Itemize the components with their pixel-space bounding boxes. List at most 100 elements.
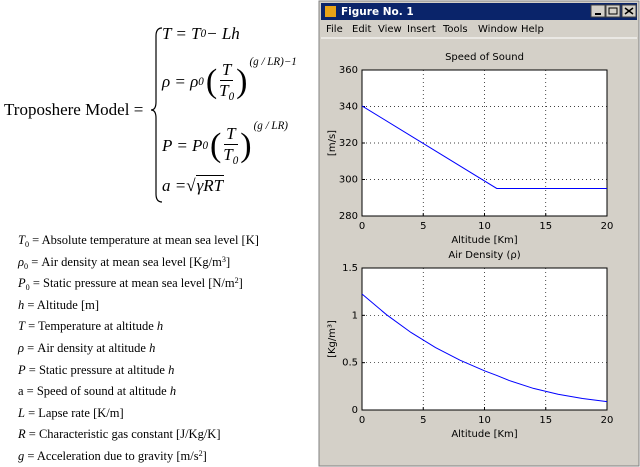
text-run: = Altitude [m]: [24, 297, 99, 312]
minimize-button[interactable]: [590, 4, 606, 18]
equation: a = √ γRT: [162, 175, 225, 196]
italic-run: h: [169, 384, 177, 399]
x-tick-label: 20: [601, 415, 614, 426]
title-bar: [321, 3, 637, 20]
subscript: 0: [228, 90, 235, 103]
menu-item[interactable]: Insert: [407, 24, 436, 35]
numerator: T: [224, 124, 238, 145]
x-axis-label: Altitude [Km]: [451, 235, 517, 246]
text-run: T: [221, 60, 232, 79]
subscript: 0: [24, 239, 30, 249]
menu-item[interactable]: Help: [521, 24, 544, 35]
text-run: = Characteristic gas constant [J/Kg/K]: [25, 427, 221, 442]
superscript: 2: [234, 276, 239, 286]
italic-run: T: [18, 319, 25, 334]
y-tick-label: 360: [339, 65, 358, 76]
data-line: [361, 105, 607, 189]
text-run: T: [223, 144, 233, 164]
y-tick-label: 280: [339, 211, 358, 222]
chart-title: Speed of Sound: [445, 52, 524, 63]
text-run: T: [226, 124, 236, 143]
italic-run: ρ: [18, 254, 24, 269]
x-tick-label: 5: [420, 415, 426, 426]
superscript: (g / LR): [253, 120, 288, 132]
brace-path: [150, 27, 163, 203]
text-run: = Air density at altitude: [24, 341, 150, 355]
subscript: 0: [25, 283, 30, 293]
x-tick-label: 5: [420, 221, 426, 232]
x-tick-label: 15: [539, 415, 552, 426]
denominator: T0: [221, 145, 240, 168]
definition: L = Lapse rate [K/m]: [18, 406, 124, 421]
menu-item[interactable]: View: [378, 24, 402, 35]
y-tick-label: 0: [352, 405, 358, 416]
fraction-box: T T0: [217, 60, 236, 103]
superscript: 2: [198, 449, 203, 458]
menu-item[interactable]: File: [326, 24, 343, 35]
text-run: = Acceleration due to gravity [m/s: [24, 449, 199, 464]
italic-run: h: [18, 297, 25, 312]
fraction-box: T T0: [221, 124, 240, 167]
maximize-button[interactable]: [605, 4, 621, 18]
definition: R = Characteristic gas constant [J/Kg/K]: [18, 427, 220, 442]
x-tick-label: 10: [478, 415, 491, 426]
paren: ): [236, 62, 248, 100]
italic-run: ρ: [18, 341, 24, 355]
superscript: 3: [221, 254, 226, 264]
italic-run: P: [18, 362, 26, 377]
denominator: T0: [217, 81, 236, 104]
text-run: P = P: [162, 135, 203, 155]
equation: ρ = ρ 0(T T0) (g / LR)−1: [162, 56, 297, 103]
y-axis-label: [Kg/m³]: [327, 320, 338, 358]
definition: h = Altitude [m]: [18, 298, 99, 313]
definition: T = Temperature at altitude h: [18, 319, 163, 334]
sqrt-body: γRT: [195, 175, 225, 195]
y-tick-label: 1.5: [342, 263, 358, 274]
y-tick-label: 320: [339, 138, 358, 149]
superscript: (g / LR)−1: [249, 56, 297, 68]
italic-run: L: [18, 405, 25, 420]
chart-title: Air Density (ρ): [448, 250, 520, 261]
definition: a = Speed of sound at altitude h: [18, 384, 176, 399]
subscript: 0: [232, 154, 239, 167]
menu-item[interactable]: Tools: [442, 24, 468, 35]
window-buttons[interactable]: [590, 4, 637, 18]
close-glyph: [624, 7, 634, 15]
paren: (: [205, 62, 218, 100]
definition: ρ = Air density at altitude h: [18, 341, 155, 356]
text-run: ]: [225, 254, 231, 269]
paren: ): [240, 126, 252, 164]
x-tick-label: 15: [539, 221, 552, 232]
axes-box: [361, 69, 608, 217]
brace: [150, 27, 163, 203]
subscript: 0: [24, 261, 29, 271]
axes-box: [361, 267, 608, 411]
menu-item[interactable]: Edit: [352, 24, 371, 35]
sqrt-sign: √: [186, 175, 196, 195]
window-icon: [325, 6, 336, 17]
italic-run: h: [156, 319, 164, 334]
equation: P = P 0(T T0) (g / LR): [162, 120, 288, 167]
text-run: a =: [162, 175, 187, 195]
italic-run: g: [18, 449, 25, 464]
y-tick-label: 340: [339, 102, 358, 113]
italic-run: R: [18, 427, 26, 442]
text-run: T = T: [162, 24, 201, 43]
window-title: Figure No. 1: [341, 6, 414, 18]
y-tick-label: 300: [339, 175, 358, 186]
text-run: T: [219, 80, 229, 100]
menu-item[interactable]: Window: [478, 24, 517, 35]
italic-run: T: [18, 233, 25, 247]
x-tick-label: 10: [478, 221, 491, 232]
subscript: 0: [202, 139, 208, 152]
x-tick-label: 0: [359, 415, 365, 426]
definition: P = Static pressure at altitude h: [18, 363, 174, 378]
text-run: = Static pressure at mean sea level [N/m: [29, 276, 235, 291]
text-run: = Absolute temperature at mean sea level…: [29, 233, 259, 247]
italic-run: P: [18, 276, 26, 291]
numerator: T: [219, 60, 234, 81]
